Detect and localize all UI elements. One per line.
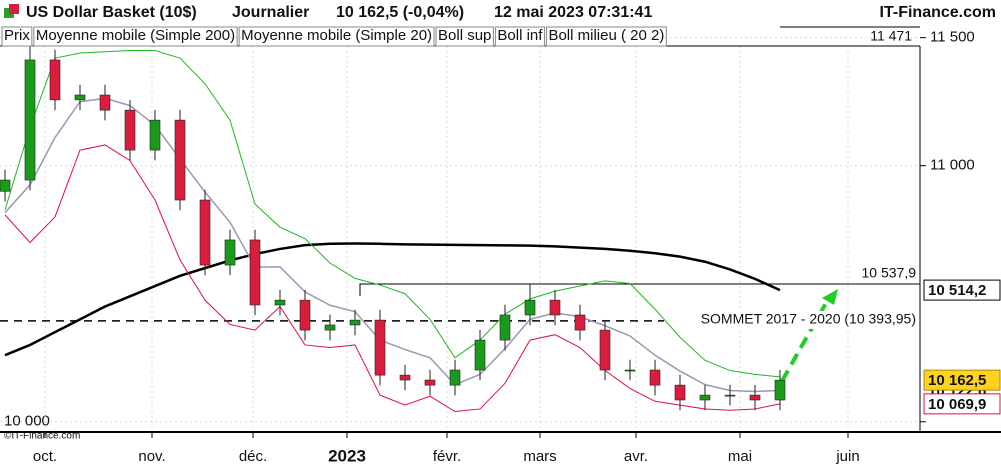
legend-entry: Moyenne mobile (Simple 200) xyxy=(36,27,235,44)
candle-body xyxy=(699,394,711,401)
legend-box xyxy=(33,26,238,47)
legend-entry: Boll inf xyxy=(497,27,543,44)
value-tag xyxy=(923,393,1001,415)
legend-entry: Prix xyxy=(4,27,30,44)
value-tag-label: 10 162,5 xyxy=(928,372,986,389)
level-label: 10 537,9 xyxy=(862,265,917,281)
candle-body xyxy=(174,119,186,201)
candle-body xyxy=(649,369,661,386)
value-tag-label: 10 069,9 xyxy=(928,396,986,413)
candle-body xyxy=(224,239,236,266)
period: Journalier xyxy=(232,4,309,21)
x-tick-label: mai xyxy=(728,448,752,465)
y-tick-label: 11 000 xyxy=(930,157,975,174)
x-tick-label: déc. xyxy=(239,448,267,465)
value-tag xyxy=(923,279,1001,301)
candle-body xyxy=(399,374,411,381)
legend-box xyxy=(435,26,494,47)
chart-title: US Dollar Basket (10$) xyxy=(26,4,197,21)
candle-body xyxy=(574,314,586,331)
candle-body xyxy=(74,94,86,101)
candle-body xyxy=(274,299,286,306)
x-tick-label: févr. xyxy=(433,448,461,465)
candle-body xyxy=(424,379,436,386)
candle-body xyxy=(99,94,111,111)
level-label: SOMMET 2017 - 2020 (10 393,95) xyxy=(701,311,916,327)
level-line xyxy=(359,283,920,297)
line-series xyxy=(4,97,781,393)
copyright: ©IT-Finance.com xyxy=(4,431,80,442)
y-tick-label: 11 500 xyxy=(930,29,975,46)
x-tick-label: avr. xyxy=(624,448,648,465)
value-tag xyxy=(923,369,1001,391)
arrow-head xyxy=(822,289,838,305)
legend-entry: Moyenne mobile (Simple 20) xyxy=(241,27,432,44)
candle-body xyxy=(749,394,761,401)
timestamp: 12 mai 2023 07:31:41 xyxy=(494,4,652,21)
candle-body xyxy=(624,369,636,372)
max-label: 11 471 xyxy=(870,28,912,44)
candle-body xyxy=(124,109,136,151)
legend-box xyxy=(494,26,545,47)
legend-box xyxy=(1,26,33,47)
logo-red xyxy=(9,4,19,14)
header: US Dollar Basket (10$) Journalier 10 162… xyxy=(4,4,996,21)
x-tick-label: mars xyxy=(523,448,556,465)
candle-body xyxy=(349,319,361,326)
legend-entry: Boll sup xyxy=(438,27,491,44)
x-tick-label: oct. xyxy=(33,448,57,465)
line-series xyxy=(4,144,781,413)
legend-box xyxy=(238,26,435,47)
legend-box xyxy=(545,26,667,47)
level-label-bg xyxy=(664,310,918,329)
last-quote: 10 162,5 (-0,04%) xyxy=(336,4,464,21)
candle-body xyxy=(774,379,786,401)
candle-body xyxy=(524,299,536,316)
line-series xyxy=(4,49,781,378)
legend-entry: Boll milieu ( 20 2) xyxy=(548,27,664,44)
candle-body xyxy=(374,319,386,376)
y-tick-label: 10 000 xyxy=(4,413,50,430)
candle-body xyxy=(599,329,611,371)
candle-body xyxy=(549,299,561,316)
candle-body xyxy=(324,324,336,331)
candle-body xyxy=(149,119,161,151)
x-tick-label: nov. xyxy=(138,448,165,465)
candle-body xyxy=(474,339,486,371)
candle-body xyxy=(299,299,311,331)
candle-body xyxy=(0,179,11,192)
value-tag-label: 10 514,2 xyxy=(928,282,986,299)
candle-body xyxy=(199,199,211,266)
projection-arrow xyxy=(780,295,832,382)
x-tick-label: juin xyxy=(835,448,859,465)
candle-body xyxy=(24,59,36,181)
candle-body xyxy=(449,369,461,386)
candle-body xyxy=(674,384,686,401)
candle-body xyxy=(724,394,736,397)
source: IT-Finance.com xyxy=(880,4,996,21)
candle-body xyxy=(249,239,261,306)
candle-body xyxy=(499,314,511,341)
line-series xyxy=(4,242,781,357)
candle-body xyxy=(49,59,61,101)
x-tick-label: 2023 xyxy=(328,446,366,465)
